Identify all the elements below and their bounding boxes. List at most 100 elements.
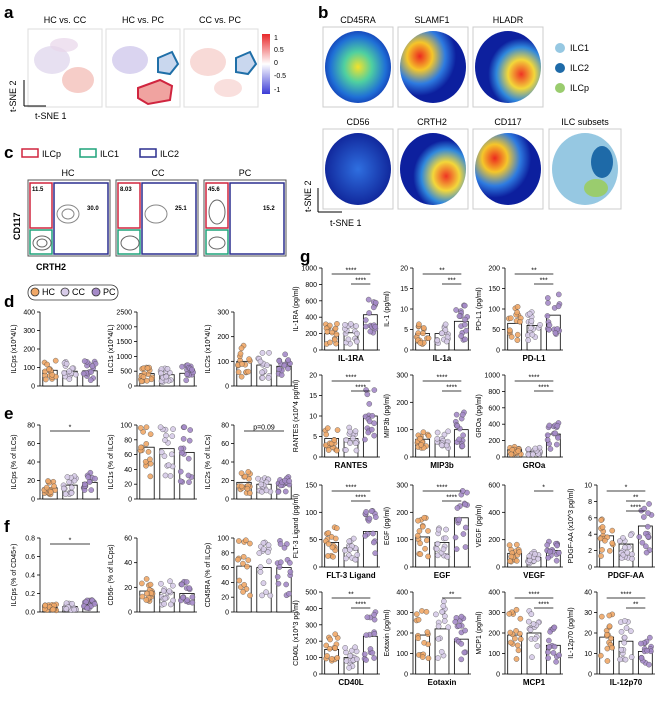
x-category-label: RANTES bbox=[335, 461, 369, 470]
data-point bbox=[546, 644, 553, 650]
data-point bbox=[364, 614, 371, 621]
panel-label-b: b bbox=[318, 3, 328, 22]
data-point bbox=[452, 618, 459, 625]
data-point bbox=[281, 544, 288, 551]
data-point bbox=[597, 652, 604, 659]
y-tick-label: 60 bbox=[221, 565, 229, 572]
data-point bbox=[167, 473, 174, 479]
colorbar bbox=[262, 34, 270, 94]
data-point bbox=[621, 618, 628, 624]
y-tick-label: 100 bbox=[396, 651, 408, 658]
data-point bbox=[88, 487, 95, 493]
data-point bbox=[525, 446, 532, 452]
data-point bbox=[445, 428, 451, 435]
data-point bbox=[422, 545, 428, 552]
data-point bbox=[178, 445, 184, 452]
data-point bbox=[629, 555, 635, 562]
tsne-heatmap-hladr bbox=[475, 31, 541, 103]
data-point bbox=[43, 484, 50, 491]
data-point bbox=[618, 646, 625, 653]
data-point bbox=[506, 611, 513, 617]
data-point bbox=[332, 535, 339, 542]
bar-pc bbox=[276, 567, 292, 613]
data-point bbox=[352, 440, 359, 446]
data-point bbox=[435, 526, 442, 533]
data-point bbox=[63, 361, 70, 367]
data-point bbox=[645, 510, 651, 516]
gate-ilcp bbox=[205, 182, 229, 229]
data-point bbox=[48, 489, 54, 495]
y-tick-label: 200 bbox=[488, 438, 500, 445]
data-point bbox=[66, 368, 72, 375]
colorbar-tick: 1 bbox=[274, 35, 278, 42]
data-point bbox=[158, 370, 164, 377]
data-point bbox=[513, 606, 520, 613]
data-point bbox=[525, 618, 532, 625]
data-point bbox=[158, 449, 165, 455]
data-point bbox=[516, 549, 523, 555]
data-point bbox=[163, 373, 170, 380]
data-point bbox=[287, 560, 293, 566]
y-tick-label: 200 bbox=[396, 631, 408, 638]
y-tick-label: 20 bbox=[309, 373, 317, 380]
y-tick-label: 60 bbox=[124, 452, 132, 459]
data-point bbox=[646, 661, 652, 668]
data-point bbox=[370, 304, 377, 311]
data-point bbox=[179, 581, 185, 588]
y-axis-label: EGF (pg/ml) bbox=[384, 507, 391, 545]
data-point bbox=[554, 542, 560, 549]
data-point bbox=[60, 485, 67, 492]
data-point bbox=[325, 553, 331, 559]
data-point bbox=[43, 376, 49, 383]
data-point bbox=[363, 509, 369, 515]
data-point bbox=[362, 533, 369, 539]
data-point bbox=[323, 642, 330, 649]
data-point bbox=[443, 526, 449, 533]
data-point bbox=[644, 647, 650, 654]
data-point bbox=[420, 429, 427, 435]
data-point bbox=[245, 557, 252, 563]
data-point bbox=[89, 363, 96, 369]
data-point bbox=[158, 580, 164, 587]
data-point bbox=[618, 628, 625, 635]
data-point bbox=[415, 616, 422, 623]
data-point bbox=[353, 447, 360, 454]
data-point bbox=[189, 599, 196, 606]
data-point bbox=[260, 540, 267, 546]
sig-label: * bbox=[625, 485, 628, 492]
data-point bbox=[621, 639, 628, 646]
y-axis-label: ILC2s (x10^4/L) bbox=[205, 324, 212, 373]
data-point bbox=[242, 473, 248, 480]
gate-pct-ilcp: 45.6 bbox=[208, 187, 220, 193]
data-point bbox=[621, 634, 628, 641]
data-point bbox=[169, 433, 176, 439]
data-point bbox=[545, 300, 551, 306]
data-point bbox=[453, 411, 460, 418]
data-point bbox=[42, 602, 49, 609]
data-point bbox=[66, 376, 73, 382]
data-point bbox=[276, 564, 283, 570]
data-point bbox=[463, 327, 469, 334]
bar-hc bbox=[139, 446, 155, 500]
data-point bbox=[184, 371, 190, 377]
data-point bbox=[177, 478, 184, 485]
data-point bbox=[44, 361, 51, 368]
sig-label: **** bbox=[346, 375, 357, 382]
data-point bbox=[453, 307, 459, 313]
data-point bbox=[334, 525, 340, 531]
panel-label-f: f bbox=[4, 517, 10, 536]
data-point bbox=[167, 578, 173, 584]
data-point bbox=[276, 358, 283, 364]
x-category-label: MIP3b bbox=[430, 461, 454, 470]
data-point bbox=[92, 475, 98, 482]
y-tick-label: 300 bbox=[396, 610, 408, 617]
y-axis-label: GROa (pg/ml) bbox=[476, 394, 483, 438]
data-point bbox=[167, 601, 174, 608]
data-point bbox=[347, 440, 353, 446]
y-tick-label: 60 bbox=[124, 536, 132, 543]
ilc2-outline bbox=[235, 50, 258, 76]
sig-label: **** bbox=[630, 505, 641, 512]
y-tick-label: 8 bbox=[588, 499, 592, 506]
y-tick-label: 500 bbox=[120, 369, 132, 376]
panel-b: CD45RA SLAMF1 HLADR ILC1 ILC2 ILCp CD56 … bbox=[303, 15, 622, 228]
